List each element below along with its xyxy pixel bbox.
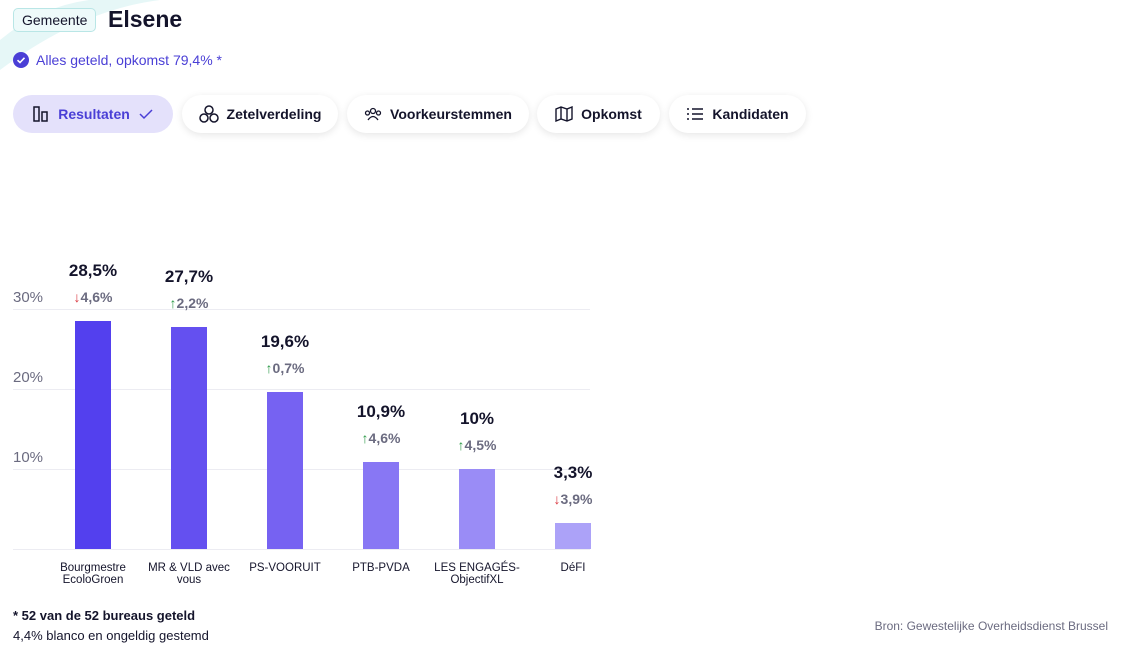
value-label: 3,3% (553, 462, 593, 482)
title: Elsene (108, 6, 183, 32)
x-tick-label: MR & VLD avec vous (148, 562, 230, 586)
change-label: ↑2,2% (144, 295, 234, 311)
value-label: 27,7% (164, 267, 214, 287)
footnote: * 52 van de 52 bureaus geteld (13, 608, 196, 623)
tab-label: Resultaten (58, 106, 130, 122)
change-value: 0,7% (272, 360, 305, 377)
value-label: 28,5% (68, 261, 118, 280)
badge: Gemeente (13, 8, 97, 32)
change-arrow: ↑ (361, 429, 369, 446)
change-label: ↑0,7% (240, 360, 330, 376)
change-label: ↑4,5% (432, 437, 522, 453)
change-label: ↓3,9% (528, 491, 618, 507)
check-icon (13, 52, 29, 68)
change-arrow: ↑ (169, 295, 177, 312)
tab[interactable]: Kandidaten (669, 95, 806, 133)
baseline (13, 549, 590, 550)
x-tick-label: PS-VOORUIT (249, 562, 321, 574)
y-tick-label: 10% (13, 449, 44, 466)
x-tick-label: DéFI (560, 562, 586, 574)
tab-icon (555, 106, 573, 122)
tab-label: Voorkeurstemmen (390, 106, 512, 122)
bar (555, 522, 591, 549)
source: Bron: Gewestelijke Overheidsdienst Bruss… (874, 619, 1108, 633)
grid-line (13, 309, 590, 310)
bar (75, 321, 111, 549)
change-label: ↓4,6% (48, 289, 138, 305)
tab-icon (687, 108, 704, 120)
tab[interactable]: Zetelverdeling (182, 95, 338, 133)
change-arrow: ↑ (457, 437, 465, 453)
tab[interactable]: Opkomst (537, 95, 660, 133)
x-tick-label: LES ENGAGÉS-ObjectifXL (434, 562, 520, 586)
value-label: 19,6% (260, 332, 310, 352)
change-value: 4,5% (464, 437, 497, 453)
blank-votes: 4,4% blanco en ongeldig gestemd (13, 628, 209, 643)
bar (459, 469, 495, 549)
value-label: 10% (459, 409, 495, 428)
tab[interactable]: Resultaten (13, 95, 173, 133)
change-value: 4,6% (368, 429, 401, 446)
change-value: 2,2% (176, 295, 209, 312)
tab-icon (198, 105, 219, 123)
y-tick-label: 20% (13, 369, 44, 386)
bar (363, 461, 399, 549)
change-arrow: ↓ (73, 289, 81, 305)
change-arrow: ↓ (553, 490, 561, 507)
status: Alles geteld, opkomst 79,4% * (36, 52, 222, 68)
change-value: 4,6% (80, 289, 113, 305)
change-value: 3,9% (560, 490, 593, 507)
y-tick-label: 30% (13, 289, 44, 306)
tab-label: Zetelverdeling (226, 106, 322, 122)
x-tick-label: Bourgmestre EcoloGroen (60, 562, 126, 586)
tab-icon (33, 106, 48, 122)
grid-line (13, 389, 590, 390)
tab-label: Kandidaten (712, 106, 789, 122)
change-arrow: ↑ (265, 360, 273, 377)
tab-icon (364, 107, 382, 121)
bar (267, 392, 303, 549)
change-label: ↑4,6% (336, 430, 426, 446)
x-tick-label: PTB-PVDA (352, 562, 410, 574)
bar (171, 327, 207, 549)
tab-label: Opkomst (581, 106, 642, 122)
value-label: 10,9% (356, 401, 406, 421)
tab-check (139, 109, 153, 120)
tab[interactable]: Voorkeurstemmen (347, 95, 529, 133)
